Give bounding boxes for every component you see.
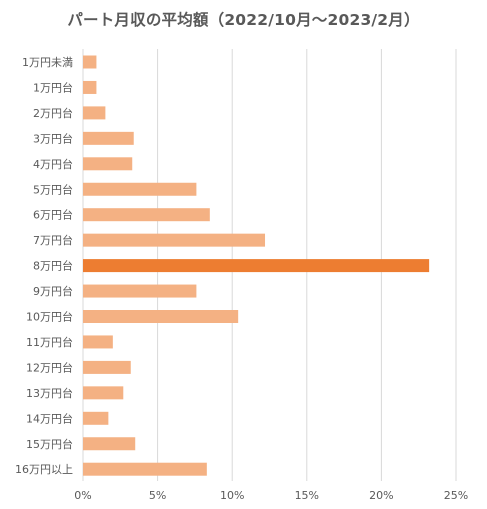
category-label: 1万円未満 [22,56,73,69]
bar [83,157,133,171]
bar [83,106,106,120]
bar [83,80,97,94]
category-label: 14万円台 [26,411,73,425]
bar [83,208,210,222]
x-tick-label: 10% [220,489,244,502]
bar [83,182,197,196]
category-label: 6万円台 [33,208,73,222]
x-tick-label: 5% [149,489,166,502]
x-tick-label: 0% [74,489,91,502]
category-label: 8万円台 [33,259,73,273]
category-label: 12万円台 [26,360,73,374]
bar [83,131,134,145]
x-tick-label: 20% [369,489,393,502]
x-tick-label: 25% [444,489,468,502]
category-label: 1万円台 [33,80,73,94]
bar [83,462,207,476]
category-label: 5万円台 [33,182,73,196]
bar [83,233,266,247]
category-label: 4万円台 [33,157,73,171]
category-label: 11万円台 [26,335,73,349]
x-axis-tick-labels: 0% 5% 10% 15% 20% 25% [74,489,468,502]
bar [83,284,197,298]
category-label: 9万円台 [33,284,73,298]
category-label: 13万円台 [26,386,73,400]
category-labels: 1万円未満 1万円台 2万円台 3万円台 4万円台 5万円台 6万円台 7万円台 8万円台 9万円… [15,56,73,476]
bar [83,259,430,273]
bar [83,310,239,323]
bar [83,411,109,425]
bar [83,437,136,451]
x-tick-label: 15% [295,489,319,502]
chart-title: パート月収の平均額（2022/10月～2023/2月） [67,11,420,29]
bar [83,360,131,374]
bar [83,386,124,400]
category-label: 7万円台 [33,233,73,247]
bar [83,335,113,349]
category-label: 15万円台 [26,437,73,451]
category-label: 16万円以上 [15,463,73,476]
bars [83,55,430,476]
category-label: 3万円台 [33,131,73,145]
bar [83,55,97,69]
category-label: 2万円台 [33,106,73,120]
category-label: 10万円台 [26,310,73,324]
